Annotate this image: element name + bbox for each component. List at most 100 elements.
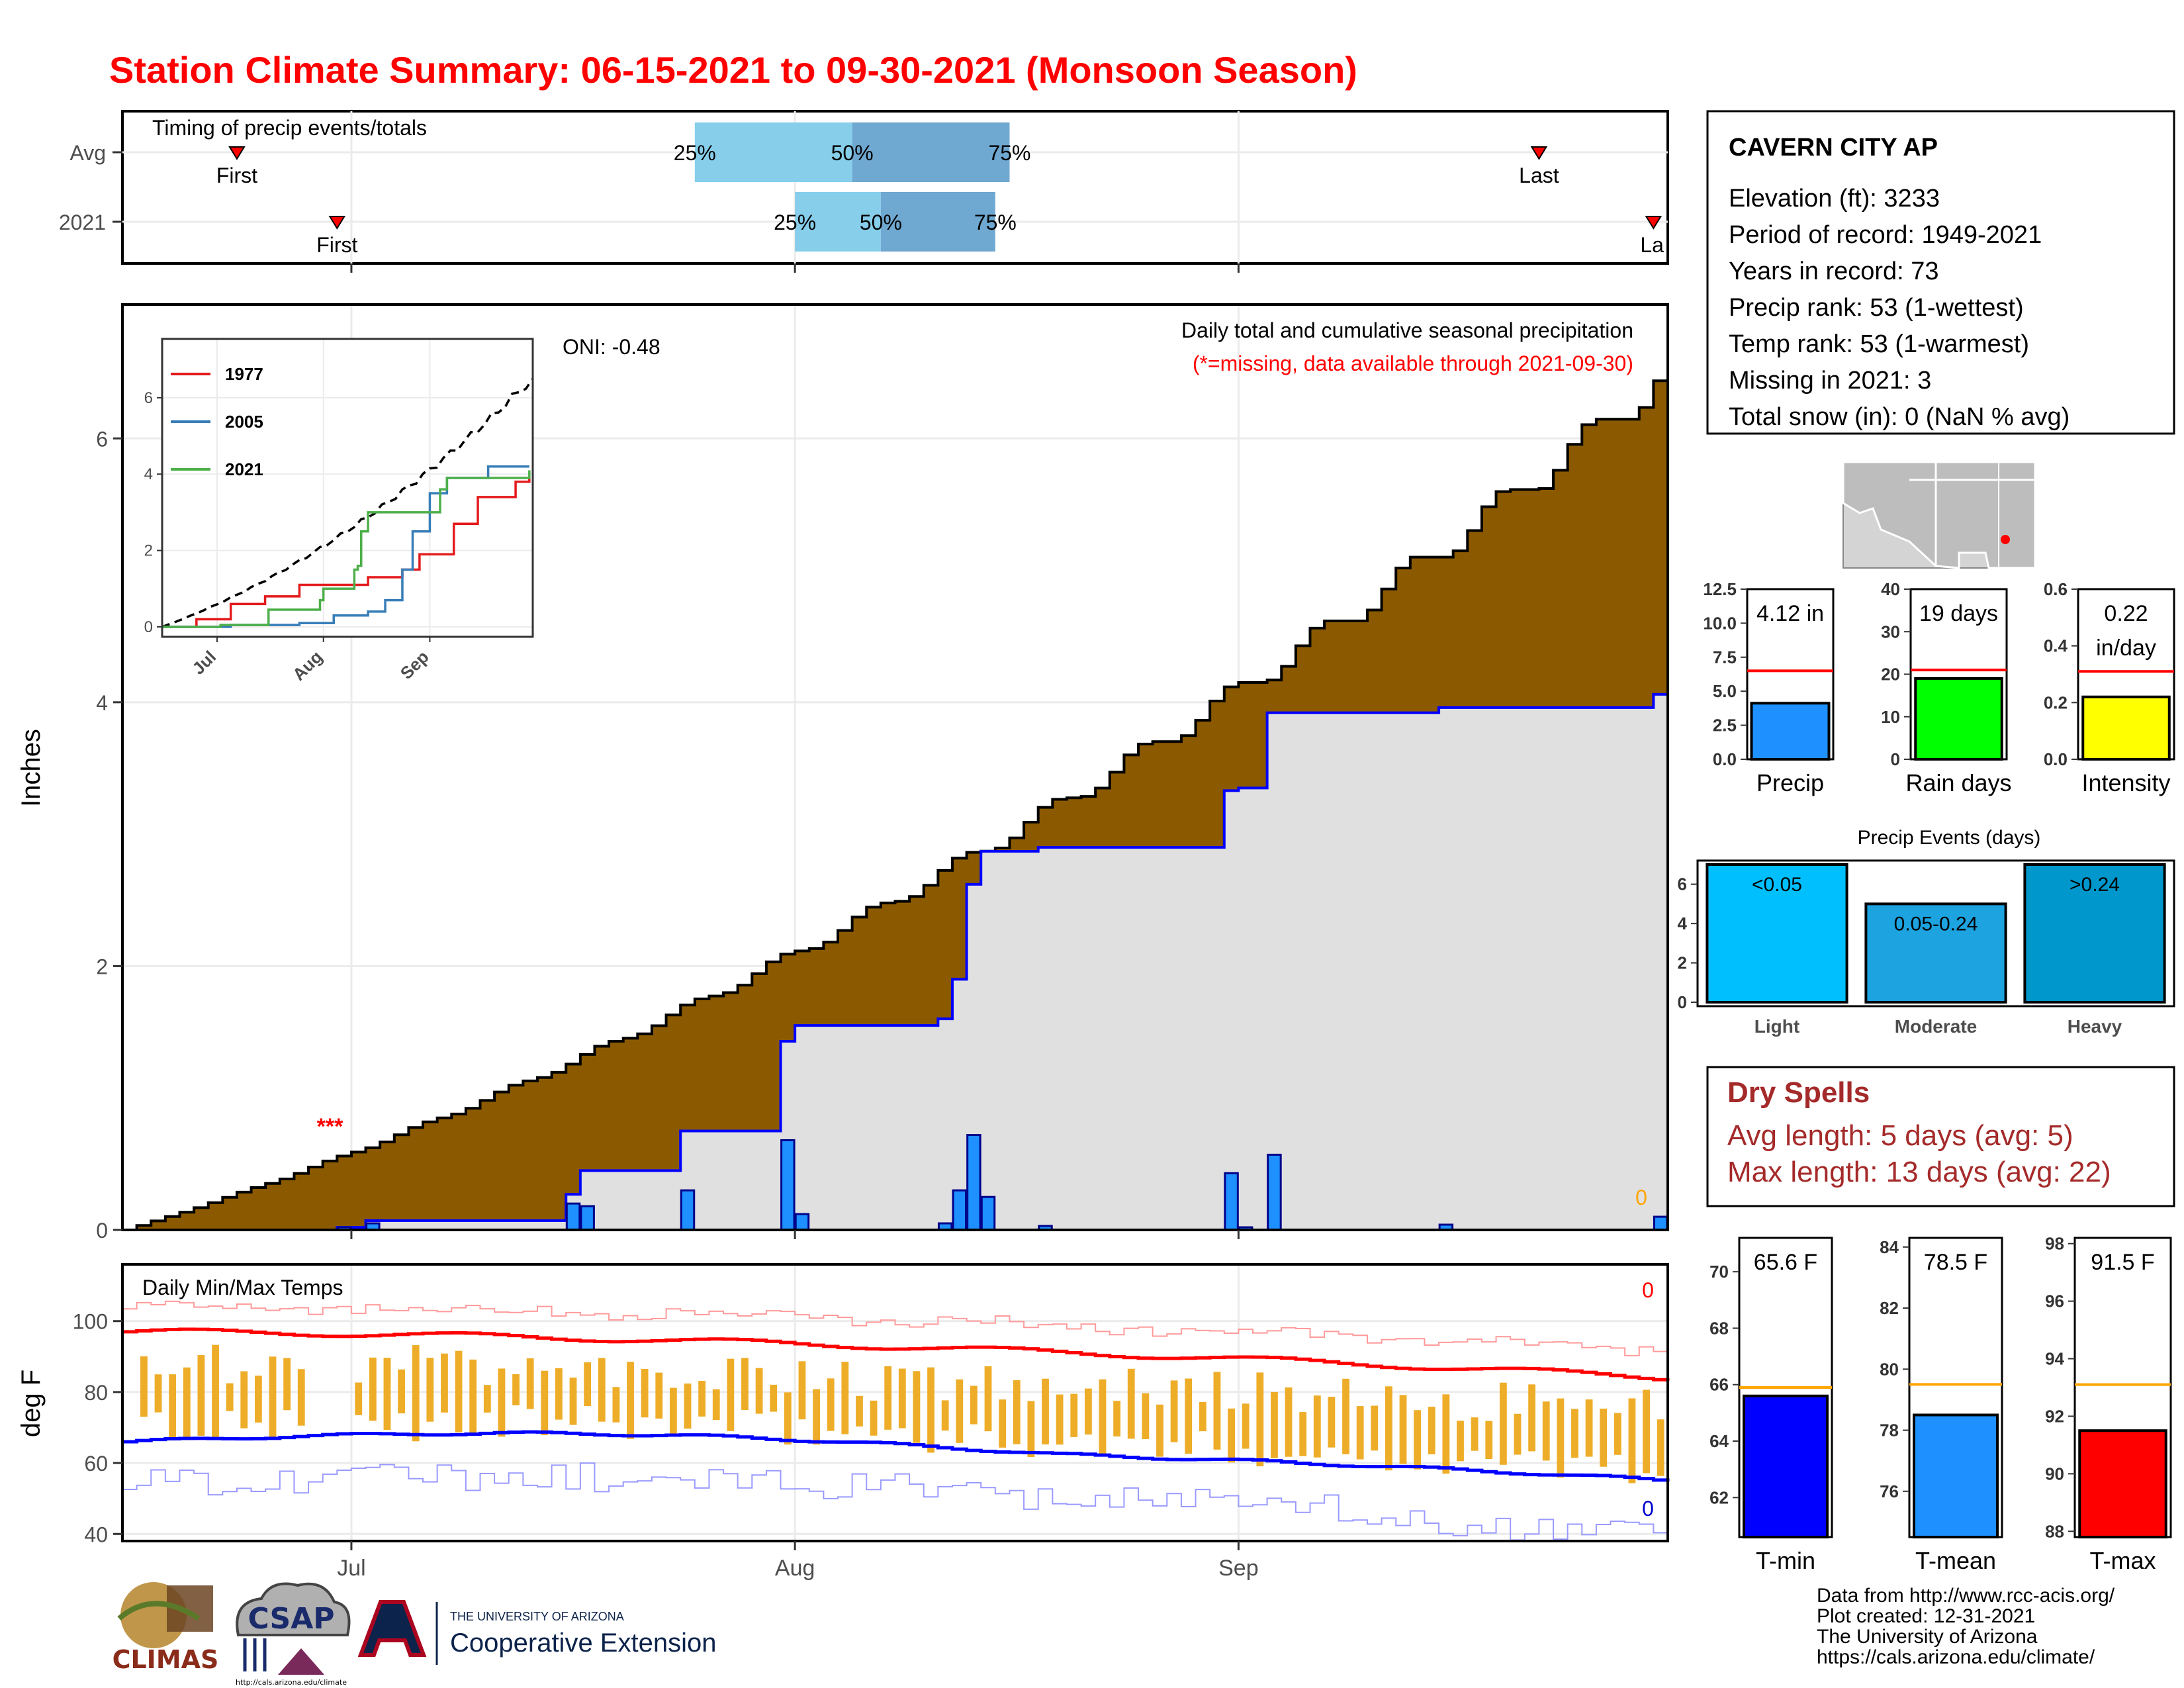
summary-bar-y-tick-label: 82 [1880,1298,1899,1318]
station-name: CAVERN CITY AP [1729,134,1938,162]
summary-bar-y-tick-label: 10 [1881,707,1900,727]
summary-bar-y-tick-label: 80 [1880,1359,1899,1379]
daily-temp-range-bar [369,1357,377,1421]
summary-bar-category-label: T-mean [1915,1547,1996,1574]
daily-temp-range-bar [1042,1378,1049,1445]
inset-legend-label: 2005 [225,412,263,432]
footer-website: https://cals.arizona.edu/climate/ [1817,1646,2095,1668]
csap-logo-url: http://cals.arizona.edu/climate [236,1678,347,1687]
daily-temp-range-bar [441,1353,448,1413]
record-low-count: 0 [1642,1497,1654,1521]
daily-temp-range-bar [383,1358,391,1430]
temperature-x-tick-label: Aug [775,1556,815,1581]
daily-temp-range-bar [1113,1401,1121,1437]
summary-bar-y-tick-label: 2.5 [1713,716,1737,735]
daily-temp-range-bar [927,1367,934,1453]
daily-temp-range-bar [884,1366,892,1430]
inset-y-tick-label: 6 [144,389,153,407]
daily-temp-range-bar [813,1389,820,1445]
daily-temp-range-bar [1614,1413,1621,1455]
daily-temp-range-bar [1228,1408,1235,1463]
daily-precip-bar [1224,1172,1239,1231]
daily-precip-bar [565,1202,581,1231]
temperature-x-tick-label: Sep [1218,1556,1259,1581]
inset-legend-label: 2021 [225,459,263,479]
daily-temp-range-bar [755,1368,763,1414]
daily-temp-range-bar [999,1399,1007,1448]
missing-data-marker: *** [317,1114,343,1139]
precip-y-tick-label: 6 [96,427,108,451]
daily-temp-range-bar [541,1370,549,1436]
events-y-tick-label: 0 [1678,992,1687,1012]
events-y-tick-label: 2 [1678,953,1687,973]
summary-bar-fill [2078,1429,2167,1539]
summary-bar-category-label: T-min [1756,1547,1815,1574]
summary-bar-y-tick-label: 92 [2045,1406,2064,1426]
record-low-line [122,1462,1668,1541]
events-y-tick-label: 6 [1678,874,1687,894]
events-bar-value-label: <0.05 [1752,874,1802,896]
summary-bar-value-label: 19 days [1919,601,1998,626]
daily-temp-range-bar [898,1368,906,1429]
daily-temp-range-bar [197,1355,205,1436]
precip-panel-frame [121,303,1669,1231]
events-category-label: Moderate [1895,1016,1977,1037]
events-bar-heavy [2023,863,2166,1004]
daily-temp-range-bar [1271,1392,1278,1458]
daily-temp-range-bar [627,1362,634,1439]
station-years-in-record: Years in record: 73 [1729,258,1939,285]
observed-cumulative-line [122,692,1668,1231]
quartile-25-label: 25% [774,211,816,234]
daily-precip-bar [1653,1215,1668,1231]
precip-panel: 0 2 4 6 Inches Daily total and cumulative s… [17,303,1669,1243]
summary-bar-y-tick-label: 88 [2045,1521,2064,1541]
summary-bar-y-tick-label: 62 [1709,1487,1729,1507]
summary-bar-y-tick-label: 0.4 [2044,636,2068,656]
daily-precip-bar [680,1189,696,1231]
summary-bar-category-label: Precip [1756,769,1824,796]
dry-spells-title: Dry Spells [1727,1076,1870,1109]
daily-temp-range-bar [469,1359,477,1433]
daily-temp-range-bar [1256,1372,1264,1467]
summary-bar-y-tick-label: 30 [1881,622,1900,641]
daily-precip-bar [1267,1153,1282,1231]
daily-temp-range-bar [1027,1401,1035,1458]
station-info-box: CAVERN CITY AP Elevation (ft): 3233 Peri… [1706,110,2175,435]
timing-row-label-avg: Avg [69,141,106,165]
daily-temp-range-bar [741,1358,749,1410]
avg-min-temp-line [122,1430,1670,1482]
daily-temp-range-bar [1528,1384,1536,1452]
first-event-label: First [316,233,357,257]
daily-temp-range-bar [1414,1410,1422,1470]
summary-bar-unit-label: in/day [2096,635,2156,661]
inset-series-line-2021 [162,470,531,628]
temperature-summary-bars: 62 64 66 68 70 65.6 F T-min 76 78 80 82 84 78.5 F T-m… [1709,1234,2172,1574]
daily-temp-range-bar [1514,1413,1522,1455]
daily-temp-range-bar [1170,1380,1178,1442]
summary-bar-value-label: 65.6 F [1754,1250,1817,1275]
daily-temp-range-bar [1428,1407,1435,1454]
daily-precip-bar [952,1189,968,1231]
summary-bar-category-label: T-max [2089,1547,2156,1574]
events-bar-value-label: 0.05-0.24 [1894,913,1978,935]
daily-temp-range-bar [1213,1372,1221,1450]
quartile-box-upper [880,192,995,252]
daily-temp-range-bar [269,1356,277,1438]
timing-panel-label: Timing of precip events/totals [152,116,427,140]
events-bar-value-label: >0.24 [2070,874,2120,896]
inset-frame [161,338,534,638]
quartile-75-label: 75% [988,141,1030,165]
daily-temp-range-bar [1099,1379,1107,1455]
daily-temp-range-bar [183,1367,191,1438]
quartile-50-label: 50% [831,141,874,165]
events-category-label: Heavy [2068,1016,2122,1037]
temperature-chart-title: Daily Min/Max Temps [142,1276,343,1299]
daily-temp-range-bar [698,1381,706,1417]
quartile-box-lower [795,192,881,252]
footer-plot-created: Plot created: 12-31-2021 [1817,1605,2035,1627]
daily-temp-range-bar [1499,1382,1507,1465]
summary-bar-y-tick-label: 0.6 [2044,579,2068,599]
last-event-label: La [1640,233,1664,257]
summary-bar-fill [2081,695,2171,761]
precip-chart-title: Daily total and cumulative seasonal prec… [1181,318,1633,342]
